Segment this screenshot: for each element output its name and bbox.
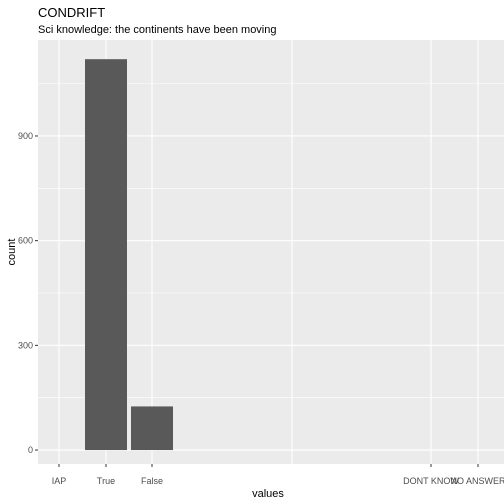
x-tick-label-true: True — [97, 476, 115, 486]
y-tick-label: 0 — [28, 445, 33, 455]
y-tick-label: 600 — [18, 236, 33, 246]
x-axis-title: values — [252, 488, 284, 500]
y-tick-label: 300 — [18, 340, 33, 350]
y-axis-title: count — [6, 239, 18, 266]
bars — [85, 59, 173, 451]
chart-title: CONDRIFT — [38, 5, 105, 20]
x-tick-label-dont-know: DONT KNOW — [403, 476, 459, 486]
bar-true — [85, 59, 127, 451]
x-tick-label-iap: IAP — [52, 476, 67, 486]
y-tick-label: 900 — [18, 131, 33, 141]
x-tick-label-no-answer: NO ANSWER — [450, 476, 504, 486]
y-axis: 0 300 600 900 — [18, 131, 38, 455]
chart-subtitle: Sci knowledge: the continents have been … — [38, 24, 277, 36]
bar-false — [131, 406, 173, 451]
x-tick-label-false: False — [141, 476, 163, 486]
